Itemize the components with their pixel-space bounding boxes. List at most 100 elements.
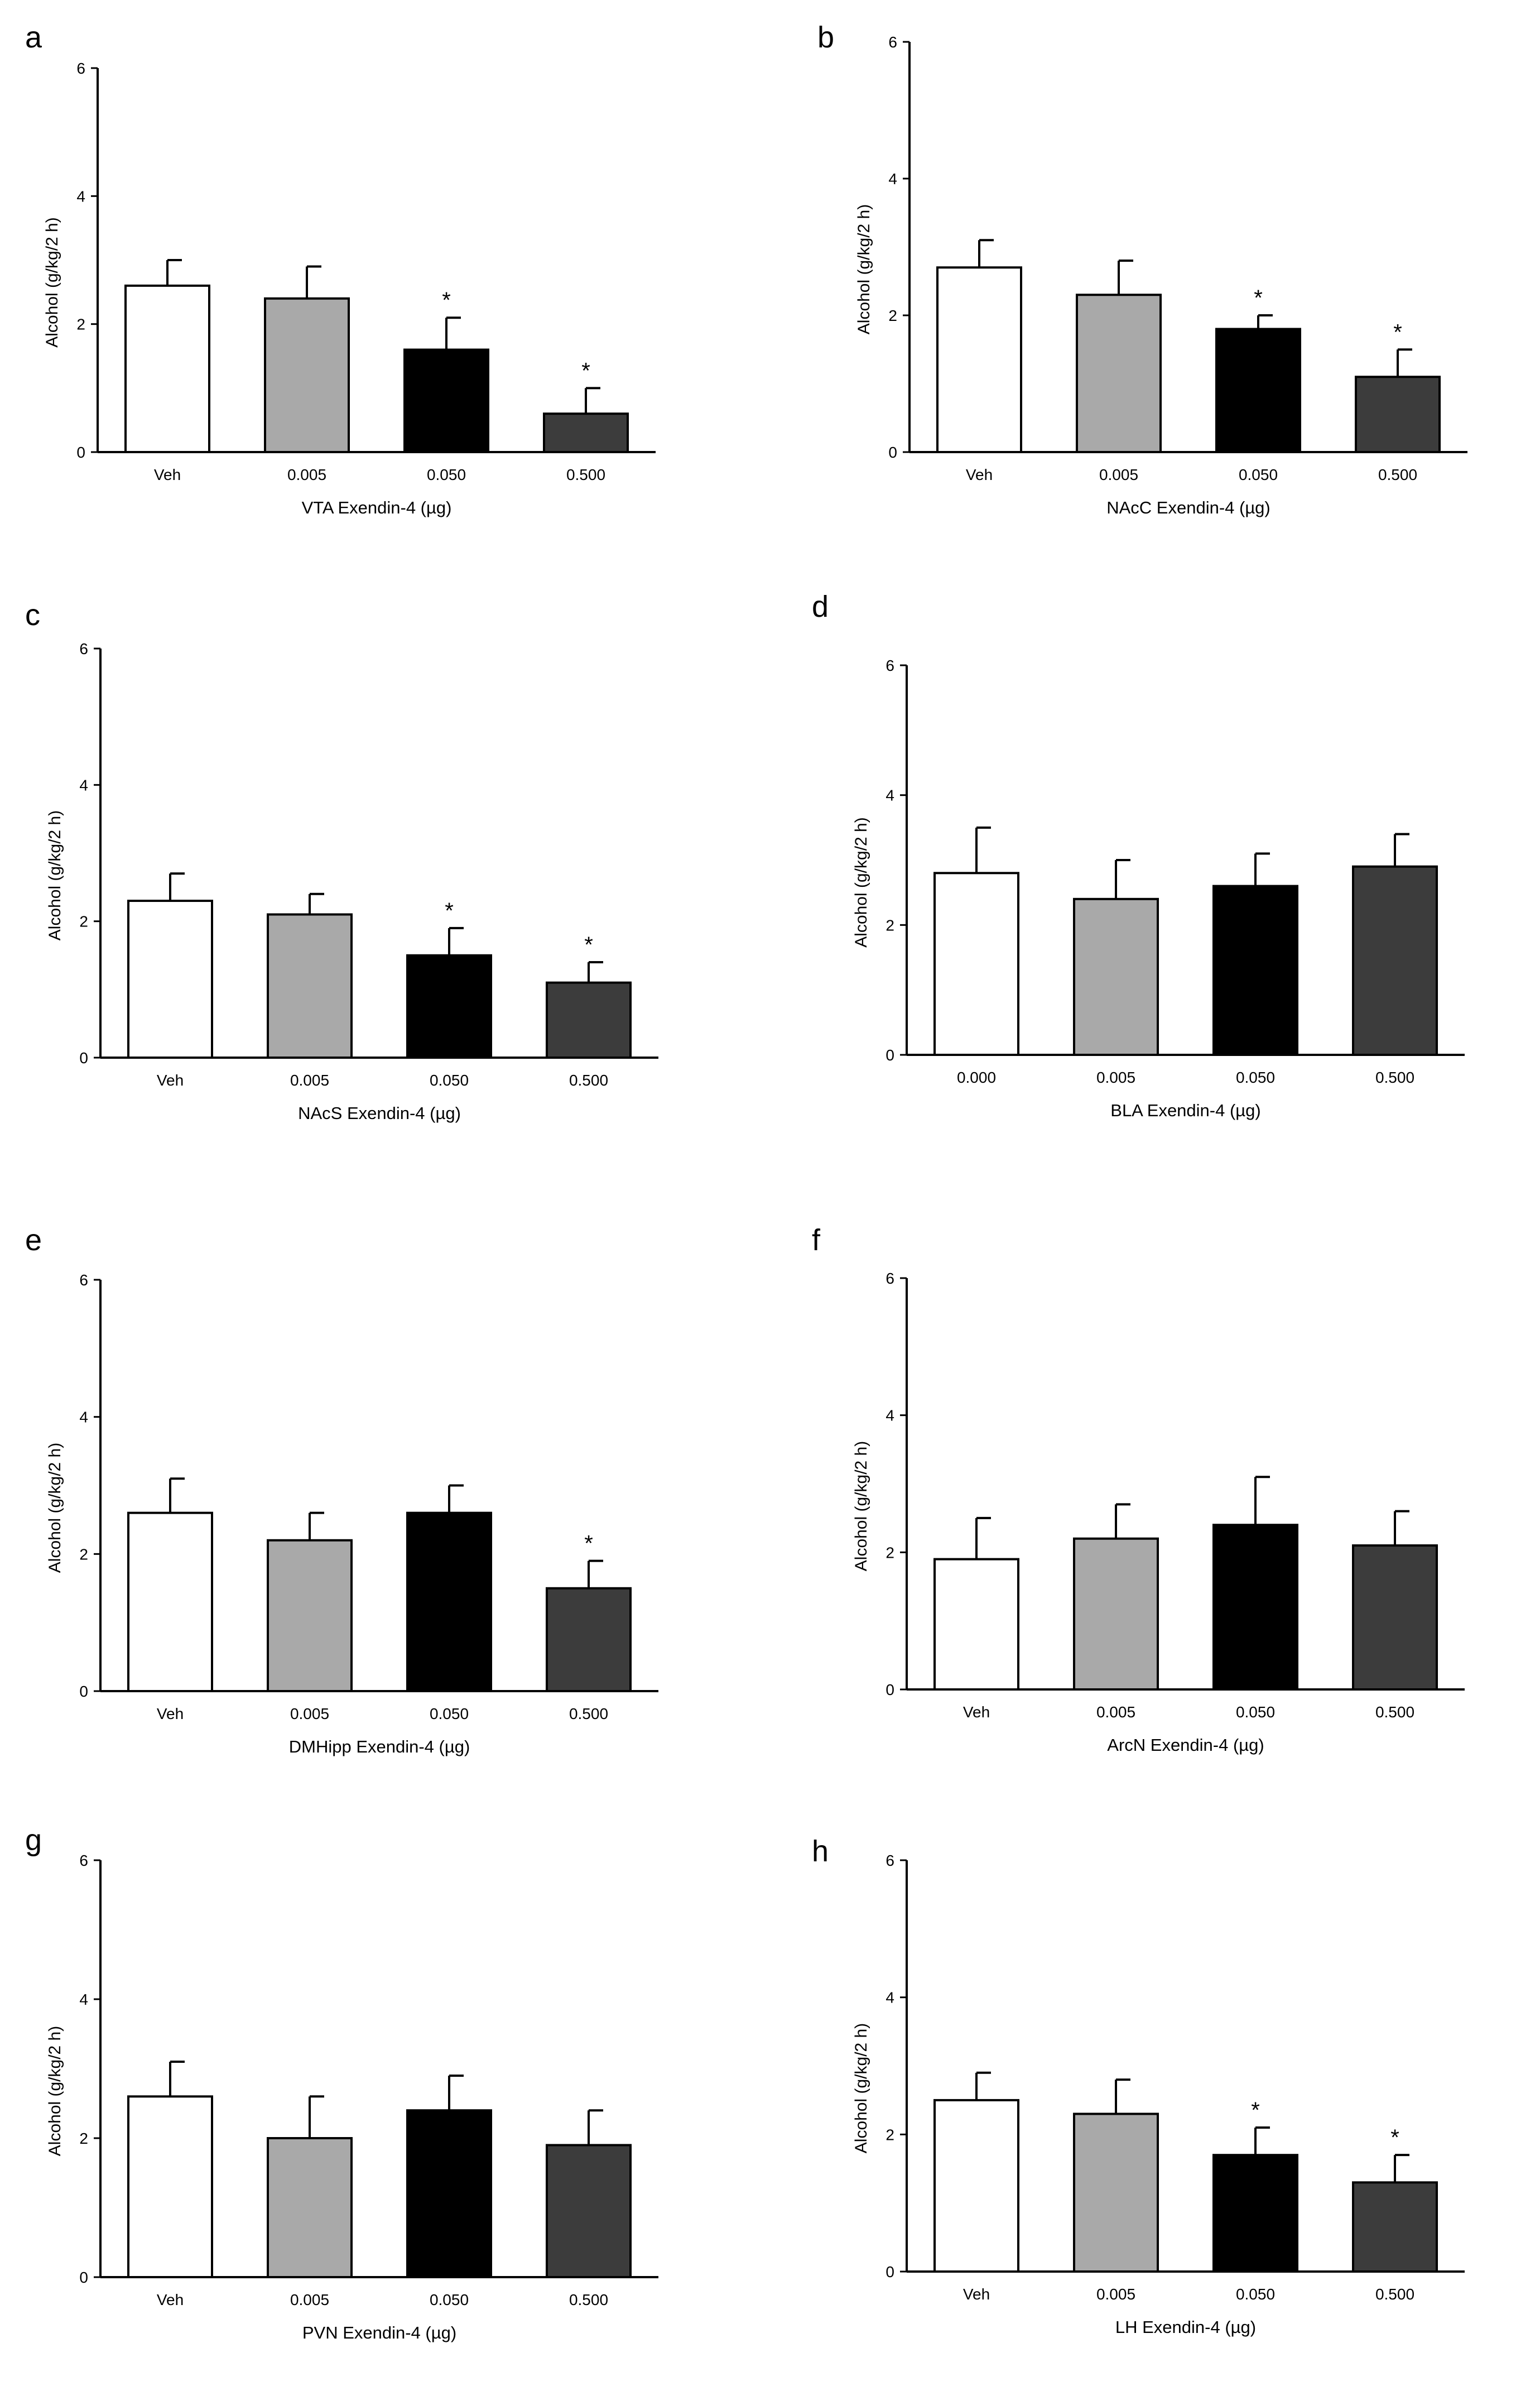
bar <box>933 2099 1019 2273</box>
y-axis-label: Alcohol (g/kg/2 h) <box>46 810 64 940</box>
bar <box>127 1511 213 1692</box>
x-tick-label: 0.005 <box>1096 1069 1135 1086</box>
x-tick-label: 0.050 <box>1236 2286 1275 2303</box>
panel-label: b <box>817 21 834 54</box>
x-tick-label: 0.005 <box>1096 1703 1135 1721</box>
bar <box>406 954 492 1059</box>
y-tick-label: 6 <box>886 657 894 674</box>
x-axis-label: LH Exendin-4 (µg) <box>1115 2317 1256 2337</box>
panel-label: f <box>812 1223 821 1257</box>
x-tick-label: Veh <box>157 1072 184 1089</box>
chart-panel-g: g 0 2 4 6 Alcohol (g/kg/2 h) Veh 0.005 0.050 0.50… <box>25 1823 658 2342</box>
bar <box>1212 885 1298 1056</box>
x-tick-label: Veh <box>157 2291 184 2308</box>
y-tick-label: 2 <box>886 2126 894 2143</box>
chart-panel-b: b 0 2 4 6 Alcohol (g/kg/2 h) Veh 0.005 * 0.050 * 0.… <box>817 21 1467 517</box>
bar <box>933 1558 1019 1691</box>
x-tick-label: 0.005 <box>290 1072 329 1089</box>
x-tick-label: Veh <box>154 466 181 483</box>
significance-star: * <box>1251 2098 1260 2123</box>
x-tick-label: 0.500 <box>1375 1703 1414 1721</box>
x-tick-label: 0.050 <box>430 1705 469 1722</box>
y-tick-label: 4 <box>79 776 88 794</box>
y-tick-label: 6 <box>79 640 88 657</box>
bar <box>933 872 1019 1057</box>
x-tick-label: 0.500 <box>1375 1069 1414 1086</box>
y-tick-label: 2 <box>79 2130 88 2147</box>
x-axis-label: NAcC Exendin-4 (µg) <box>1106 498 1270 517</box>
y-tick-label: 0 <box>79 1683 88 1700</box>
y-tick-label: 4 <box>886 1989 894 2006</box>
panel-label: c <box>25 598 40 632</box>
y-tick-label: 0 <box>79 1049 88 1067</box>
y-axis-label: Alcohol (g/kg/2 h) <box>855 204 873 334</box>
x-tick-label: 0.050 <box>1236 1703 1275 1721</box>
y-tick-label: 6 <box>76 60 85 77</box>
y-tick-label: 2 <box>888 307 897 324</box>
bar <box>1352 1544 1438 1691</box>
x-tick-label: 0.500 <box>566 466 605 483</box>
y-tick-label: 2 <box>79 913 88 930</box>
x-tick-label: 0.050 <box>430 2291 469 2308</box>
panel-label: h <box>812 1835 829 1868</box>
significance-star: * <box>1393 320 1402 344</box>
x-tick-label: 0.050 <box>430 1072 469 1089</box>
bar <box>1215 328 1301 453</box>
y-tick-label: 6 <box>886 1852 894 1869</box>
x-tick-label: 0.500 <box>1375 2286 1414 2303</box>
bar <box>127 900 213 1059</box>
bar <box>936 266 1022 453</box>
y-axis-label: Alcohol (g/kg/2 h) <box>46 2026 64 2156</box>
y-tick-label: 4 <box>79 1991 88 2008</box>
x-tick-label: 0.050 <box>1239 466 1278 483</box>
x-tick-label: 0.005 <box>1096 2286 1135 2303</box>
bar <box>1076 294 1162 453</box>
panel-label: g <box>25 1823 42 1857</box>
x-tick-label: 0.500 <box>1378 466 1417 483</box>
y-tick-label: 4 <box>76 188 85 205</box>
x-axis-label: NAcS Exendin-4 (µg) <box>298 1103 461 1123</box>
panel-label: e <box>25 1223 42 1257</box>
significance-star: * <box>1390 2125 1399 2150</box>
chart-panel-a: a 0 2 4 6 Alcohol (g/kg/2 h) Veh 0.005 * 0.050 * 0.… <box>25 21 656 517</box>
bar <box>1073 1537 1159 1691</box>
x-axis-label: PVN Exendin-4 (µg) <box>302 2323 456 2342</box>
bar <box>546 2144 632 2278</box>
chart-panel-d: d 0 2 4 6 Alcohol (g/kg/2 h) 0.000 0.005 0.050 0.… <box>812 590 1465 1120</box>
bar <box>267 2137 353 2278</box>
y-tick-label: 0 <box>886 2263 894 2280</box>
y-tick-label: 4 <box>888 170 897 188</box>
chart-panel-f: f 0 2 4 6 Alcohol (g/kg/2 h) Veh 0.005 0.050 0.50… <box>812 1223 1465 1755</box>
bar <box>406 2109 492 2278</box>
y-axis-label: Alcohol (g/kg/2 h) <box>852 817 870 947</box>
x-tick-label: 0.005 <box>290 1705 329 1722</box>
x-tick-label: 0.500 <box>569 1072 608 1089</box>
panel-label: a <box>25 21 42 54</box>
bar <box>543 412 629 454</box>
x-axis-label: BLA Exendin-4 (µg) <box>1110 1101 1260 1120</box>
bar <box>546 1587 632 1692</box>
significance-star: * <box>584 933 593 957</box>
chart-panel-c: c 0 2 4 6 Alcohol (g/kg/2 h) Veh 0.005 * 0.050 * 0.… <box>25 598 658 1123</box>
x-tick-label: Veh <box>966 466 993 483</box>
significance-star: * <box>584 1531 593 1556</box>
y-tick-label: 2 <box>79 1545 88 1563</box>
y-tick-label: 4 <box>886 1407 894 1424</box>
chart-panel-e: e 0 2 4 6 Alcohol (g/kg/2 h) Veh 0.005 0.050 * 0.5… <box>25 1223 658 1756</box>
x-tick-label: 0.050 <box>1236 1069 1275 1086</box>
significance-star: * <box>581 358 590 383</box>
bar <box>1073 2112 1159 2273</box>
y-tick-label: 0 <box>888 444 897 461</box>
x-tick-label: 0.005 <box>1099 466 1138 483</box>
x-tick-label: Veh <box>963 2286 990 2303</box>
bar <box>124 284 210 453</box>
y-tick-label: 0 <box>79 2269 88 2286</box>
bar <box>1355 376 1441 453</box>
y-tick-label: 6 <box>79 1852 88 1869</box>
y-tick-label: 0 <box>886 1681 894 1698</box>
y-axis-label: Alcohol (g/kg/2 h) <box>43 217 61 347</box>
bar <box>127 2095 213 2279</box>
chart-panel-h: h 0 2 4 6 Alcohol (g/kg/2 h) Veh 0.005 * 0.050 * 0.… <box>812 1835 1465 2337</box>
y-tick-label: 6 <box>888 33 897 51</box>
significance-star: * <box>445 899 454 923</box>
